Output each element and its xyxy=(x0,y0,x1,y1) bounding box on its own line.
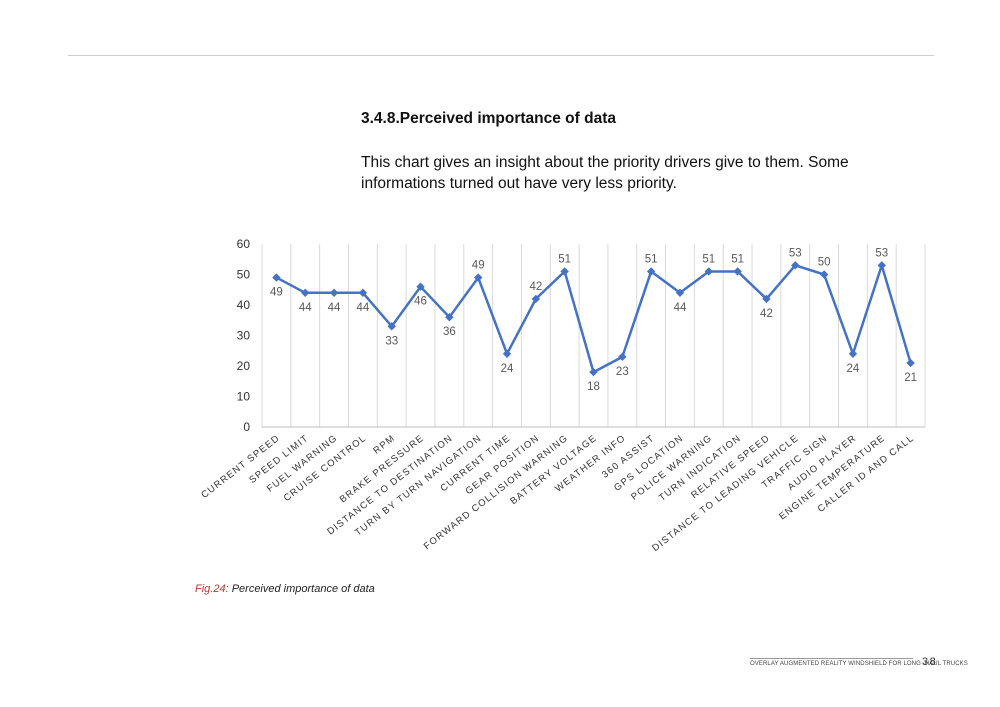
y-tick-label: 40 xyxy=(237,298,251,312)
top-rule xyxy=(68,55,934,56)
y-tick-labels: 0 10 20 30 40 50 60 xyxy=(237,237,251,434)
caption-figure-number: Fig.24: xyxy=(195,583,229,595)
data-point-marker xyxy=(877,261,886,270)
data-point-marker xyxy=(646,267,656,276)
data-point-marker xyxy=(762,294,771,304)
data-label: 18 xyxy=(587,381,600,393)
y-tick-label: 30 xyxy=(237,329,251,343)
data-label: 24 xyxy=(501,363,514,375)
data-label: 44 xyxy=(674,302,687,314)
data-point-marker xyxy=(618,352,627,362)
footer-rule xyxy=(750,658,913,659)
data-label: 21 xyxy=(904,372,917,384)
data-label: 42 xyxy=(529,281,542,293)
data-point-marker xyxy=(416,282,425,291)
data-label: 53 xyxy=(789,247,802,259)
data-point-marker xyxy=(906,358,915,368)
data-label: 44 xyxy=(299,302,312,314)
data-label: 51 xyxy=(558,253,571,265)
data-label: 51 xyxy=(702,253,715,265)
data-point-marker xyxy=(358,288,368,297)
y-tick-label: 60 xyxy=(237,237,251,251)
data-point-marker xyxy=(704,267,714,276)
intro-paragraph: This chart gives an insight about the pr… xyxy=(361,154,849,192)
series xyxy=(272,261,915,377)
data-label: 51 xyxy=(731,253,744,265)
data-point-marker xyxy=(329,288,339,297)
y-tick-label: 50 xyxy=(237,268,251,282)
figure-caption: Fig.24: Perceived importance of data xyxy=(195,583,375,595)
data-point-marker xyxy=(733,267,742,276)
data-point-marker xyxy=(502,349,512,358)
data-label: 24 xyxy=(847,363,860,375)
data-point-marker xyxy=(531,294,541,304)
page-number: 38 xyxy=(922,656,938,668)
data-label: 42 xyxy=(760,308,773,320)
data-point-marker xyxy=(819,270,829,279)
data-point-marker xyxy=(272,273,281,282)
data-point-marker xyxy=(848,349,858,358)
data-label: 33 xyxy=(385,335,398,347)
data-labels: 49 44 44 44 33 46 36 49 24 42 51 18 23 51 44 51 51 42 53 50… xyxy=(270,247,917,393)
data-point-marker xyxy=(675,288,685,297)
series-line xyxy=(275,264,912,374)
y-tick-label: 10 xyxy=(237,390,251,404)
data-label: 46 xyxy=(414,296,427,308)
data-point-marker xyxy=(589,367,598,377)
data-point-marker xyxy=(445,313,454,322)
data-label: 23 xyxy=(616,366,629,378)
section-title: 3.4.8.Perceived importance of data xyxy=(361,110,616,127)
data-point-marker xyxy=(560,267,569,276)
footer-title: OVERLAY AUGMENTED REALITY WINDSHIELD FOR… xyxy=(750,661,968,667)
data-label: 44 xyxy=(356,302,369,314)
data-label: 49 xyxy=(472,260,485,272)
data-label: 36 xyxy=(443,326,456,338)
chart-grid xyxy=(261,244,926,427)
data-point-marker xyxy=(473,273,483,282)
y-tick-label: 0 xyxy=(243,420,250,434)
data-point-marker xyxy=(301,288,310,297)
data-label: 44 xyxy=(328,302,341,314)
data-label: 50 xyxy=(818,257,831,269)
data-point-marker xyxy=(791,261,800,270)
data-label: 49 xyxy=(270,287,283,299)
data-label: 53 xyxy=(875,247,888,259)
caption-text: Perceived importance of data xyxy=(228,583,375,595)
data-point-marker xyxy=(387,322,396,331)
y-tick-label: 20 xyxy=(237,359,251,373)
data-label: 51 xyxy=(645,253,658,265)
